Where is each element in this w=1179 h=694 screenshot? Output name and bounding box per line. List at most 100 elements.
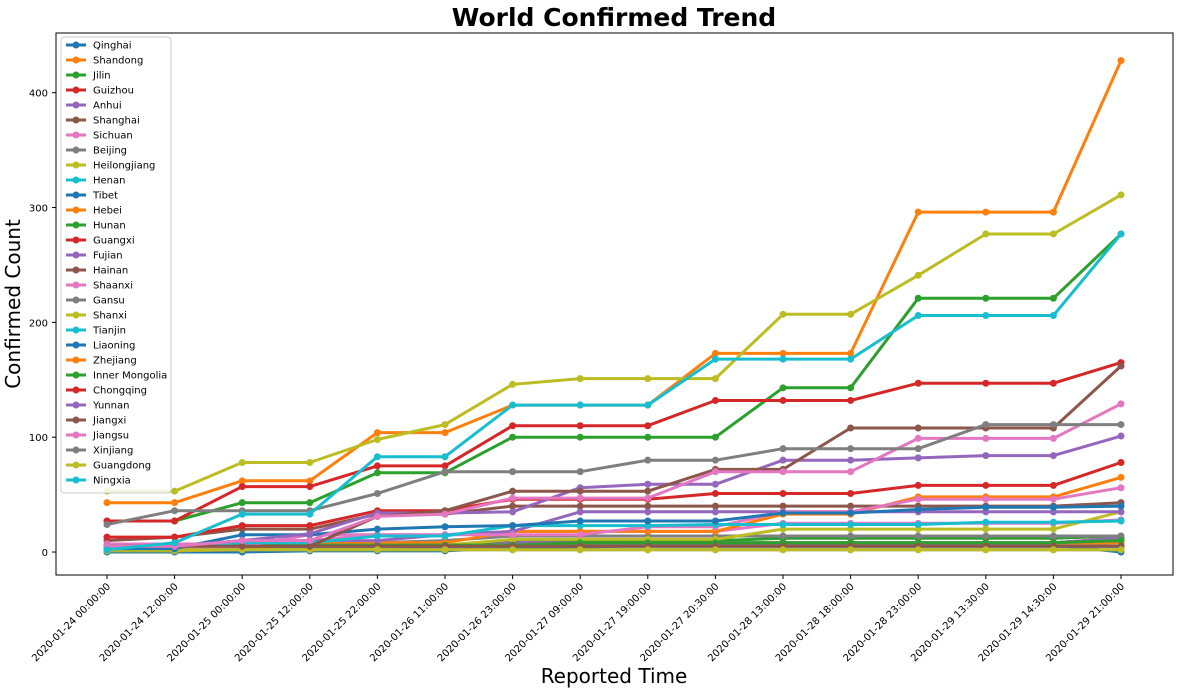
series-yunnan: [103, 432, 1125, 550]
x-tick-label: 2020-01-28 13:00:00: [706, 581, 789, 664]
legend-item: Jiangxi: [66, 416, 126, 427]
data-point: [779, 396, 787, 404]
legend-item: Shanghai: [66, 116, 140, 127]
data-point: [847, 456, 855, 464]
data-point: [847, 532, 855, 540]
series-line: [106, 501, 1122, 543]
data-point: [103, 533, 111, 541]
data-point: [576, 546, 584, 554]
legend-swatch-marker: [72, 356, 80, 364]
data-point: [373, 462, 381, 470]
y-tick-label: 100: [29, 433, 48, 444]
data-point: [914, 520, 922, 528]
data-point: [779, 468, 787, 476]
data-point: [171, 499, 179, 507]
data-point: [711, 546, 719, 554]
legend-item: Jilin: [66, 71, 111, 82]
legend-label: Qinghai: [93, 41, 132, 52]
data-point: [711, 502, 719, 510]
data-point: [306, 483, 314, 491]
data-point: [914, 546, 922, 554]
legend-item: Inner Mongolia: [66, 371, 167, 382]
series-line: [107, 519, 1122, 548]
data-point: [576, 517, 584, 525]
legend-item: Liaoning: [66, 341, 135, 352]
data-point: [509, 422, 517, 430]
data-point: [644, 508, 652, 516]
data-point: [847, 424, 855, 432]
data-point: [103, 546, 111, 554]
data-point: [914, 311, 922, 319]
data-point: [847, 384, 855, 392]
data-point: [1049, 518, 1057, 526]
x-tick-label: 2020-01-25 12:00:00: [233, 581, 316, 664]
data-point: [171, 487, 179, 495]
data-point: [1117, 502, 1125, 510]
series-line: [107, 504, 1122, 551]
legend-label: Hainan: [93, 266, 128, 277]
legend-item: Beijing: [66, 146, 127, 157]
data-point: [914, 208, 922, 216]
data-point: [982, 421, 990, 429]
data-point: [306, 458, 314, 466]
data-point: [576, 468, 584, 476]
legend-item: Tianjin: [66, 326, 126, 337]
data-point: [441, 429, 449, 437]
data-point: [914, 424, 922, 432]
legend-swatch-marker: [72, 416, 80, 424]
data-point: [441, 421, 449, 429]
data-point: [779, 384, 787, 392]
data-point: [238, 537, 246, 545]
x-tick-label: 2020-01-29 13:30:00: [909, 581, 992, 664]
data-point: [373, 532, 381, 540]
data-point: [982, 452, 990, 460]
x-tick-label: 2020-01-28 18:00:00: [774, 581, 857, 664]
data-point: [1049, 421, 1057, 429]
data-point: [847, 520, 855, 528]
x-tick-label: 2020-01-27 19:00:00: [571, 581, 654, 664]
legend-swatch-marker: [72, 176, 80, 184]
legend-label: Tianjin: [92, 326, 126, 337]
data-point: [644, 487, 652, 495]
legend-label: Guangdong: [93, 461, 151, 472]
legend-swatch-marker: [72, 41, 80, 49]
data-point: [914, 379, 922, 387]
series-line: [107, 402, 1122, 548]
legend-label: Anhui: [93, 101, 122, 112]
data-point: [576, 494, 584, 502]
legend-label: Guangxi: [93, 236, 135, 247]
chart-title: World Confirmed Trend: [452, 3, 776, 32]
data-point: [982, 481, 990, 489]
legend-label: Chongqing: [93, 386, 147, 397]
legend-swatch-marker: [72, 446, 80, 454]
legend-swatch-marker: [72, 311, 80, 319]
data-point: [509, 487, 517, 495]
data-point: [982, 525, 990, 533]
data-point: [171, 507, 179, 515]
legend-item: Qinghai: [66, 41, 132, 52]
legend-swatch-marker: [72, 371, 80, 379]
legend-item: Guizhou: [66, 86, 134, 97]
legend-swatch-marker: [72, 191, 80, 199]
legend-label: Ningxia: [93, 476, 131, 487]
data-point: [1117, 484, 1125, 492]
data-point: [1117, 57, 1125, 65]
data-point: [982, 311, 990, 319]
data-point: [847, 445, 855, 453]
data-point: [779, 509, 787, 517]
legend-label: Shandong: [93, 56, 143, 67]
legend-swatch-marker: [72, 431, 80, 439]
data-point: [373, 489, 381, 497]
y-tick-label: 0: [42, 548, 48, 559]
data-point: [306, 537, 314, 545]
legend-item: Yunnan: [66, 401, 129, 412]
legend-item: Zhejiang: [66, 356, 137, 367]
data-point: [779, 532, 787, 540]
legend-swatch-marker: [72, 266, 80, 274]
data-point: [171, 539, 179, 547]
data-point: [373, 469, 381, 477]
legend-label: Gansu: [93, 296, 125, 307]
data-point: [847, 349, 855, 357]
data-point: [644, 375, 652, 383]
data-point: [576, 401, 584, 409]
